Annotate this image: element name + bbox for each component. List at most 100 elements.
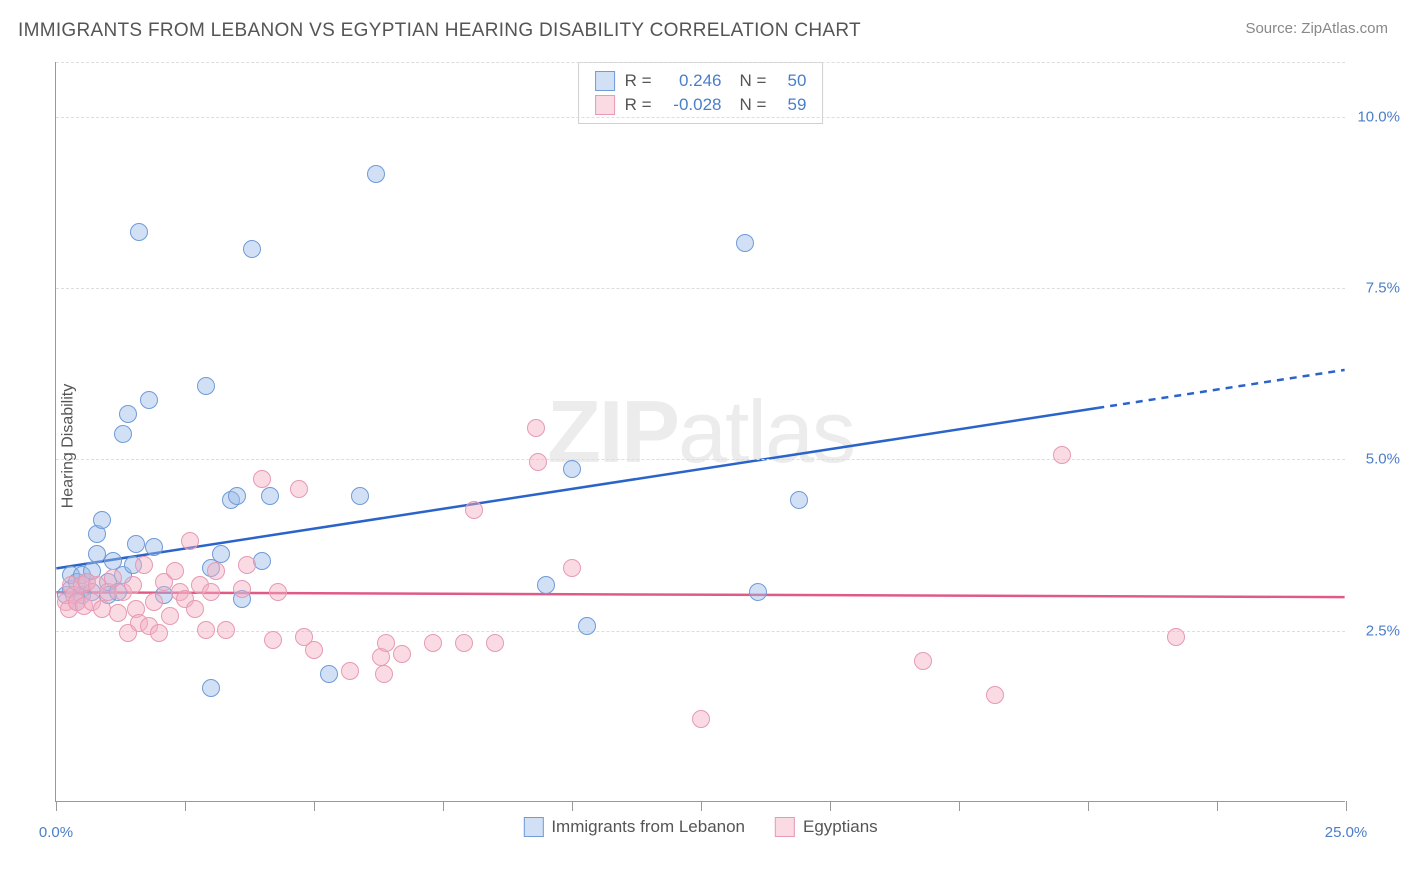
- data-point: [578, 617, 596, 635]
- watermark-light: atlas: [678, 382, 854, 481]
- data-point: [119, 405, 137, 423]
- x-tick: [1088, 801, 1089, 811]
- data-point: [264, 631, 282, 649]
- data-point: [233, 580, 251, 598]
- y-gridline: [56, 62, 1345, 63]
- data-point: [290, 480, 308, 498]
- legend-swatch: [775, 817, 795, 837]
- plot-area: ZIPatlas R =0.246N =50R =-0.028N =59 Imm…: [55, 62, 1345, 802]
- data-point: [207, 562, 225, 580]
- data-point: [140, 391, 158, 409]
- data-point: [305, 641, 323, 659]
- x-tick: [1217, 801, 1218, 811]
- data-point: [424, 634, 442, 652]
- data-point: [1167, 628, 1185, 646]
- trend-lines: [56, 62, 1345, 801]
- stat-n-value: 50: [776, 71, 806, 91]
- data-point: [736, 234, 754, 252]
- data-point: [1053, 446, 1071, 464]
- stat-n-label: N =: [740, 71, 767, 91]
- data-point: [986, 686, 1004, 704]
- stat-n-value: 59: [776, 95, 806, 115]
- stats-legend: R = 0.246 N = 50R = -0.028 N = 59: [578, 62, 824, 124]
- data-point: [537, 576, 555, 594]
- y-tick-label: 7.5%: [1366, 280, 1400, 297]
- x-tick: [443, 801, 444, 811]
- y-tick-label: 5.0%: [1366, 451, 1400, 468]
- x-tick: [314, 801, 315, 811]
- data-point: [181, 532, 199, 550]
- data-point: [563, 559, 581, 577]
- chart-title: IMMIGRANTS FROM LEBANON VS EGYPTIAN HEAR…: [18, 20, 861, 42]
- data-point: [202, 679, 220, 697]
- data-point: [212, 545, 230, 563]
- y-gridline: [56, 117, 1345, 118]
- watermark: ZIPatlas: [547, 381, 854, 483]
- data-point: [197, 621, 215, 639]
- data-point: [367, 165, 385, 183]
- legend-swatch: [523, 817, 543, 837]
- y-tick-label: 10.0%: [1357, 108, 1400, 125]
- data-point: [749, 583, 767, 601]
- stat-r-label: R =: [625, 95, 652, 115]
- y-tick-label: 2.5%: [1366, 622, 1400, 639]
- data-point: [465, 501, 483, 519]
- data-point: [135, 556, 153, 574]
- series-legend: Immigrants from Lebanon Egyptians: [523, 817, 877, 837]
- data-point: [109, 604, 127, 622]
- data-point: [269, 583, 287, 601]
- data-point: [228, 487, 246, 505]
- data-point: [563, 460, 581, 478]
- data-point: [145, 593, 163, 611]
- data-point: [375, 665, 393, 683]
- data-point: [914, 652, 932, 670]
- data-point: [145, 538, 163, 556]
- x-tick: [701, 801, 702, 811]
- legend-item: Egyptians: [775, 817, 878, 837]
- data-point: [243, 240, 261, 258]
- legend-label: Immigrants from Lebanon: [551, 817, 745, 837]
- data-point: [130, 223, 148, 241]
- data-point: [790, 491, 808, 509]
- data-point: [253, 552, 271, 570]
- x-tick: [572, 801, 573, 811]
- data-point: [261, 487, 279, 505]
- data-point: [238, 556, 256, 574]
- data-point: [529, 453, 547, 471]
- stats-legend-row: R = -0.028 N = 59: [595, 93, 807, 117]
- data-point: [455, 634, 473, 652]
- x-tick: [56, 801, 57, 811]
- data-point: [341, 662, 359, 680]
- y-gridline: [56, 459, 1345, 460]
- data-point: [166, 562, 184, 580]
- data-point: [202, 583, 220, 601]
- x-tick: [959, 801, 960, 811]
- data-point: [320, 665, 338, 683]
- legend-item: Immigrants from Lebanon: [523, 817, 745, 837]
- data-point: [114, 425, 132, 443]
- x-tick: [185, 801, 186, 811]
- data-point: [161, 607, 179, 625]
- data-point: [351, 487, 369, 505]
- x-tick: [1346, 801, 1347, 811]
- data-point: [124, 576, 142, 594]
- stat-r-value: -0.028: [662, 95, 722, 115]
- data-point: [486, 634, 504, 652]
- legend-swatch: [595, 95, 615, 115]
- y-gridline: [56, 288, 1345, 289]
- x-tick-label: 25.0%: [1325, 824, 1368, 841]
- x-tick-label: 0.0%: [39, 824, 73, 841]
- data-point: [127, 535, 145, 553]
- source-attribution: Source: ZipAtlas.com: [1245, 20, 1388, 37]
- data-point: [150, 624, 168, 642]
- y-gridline: [56, 631, 1345, 632]
- data-point: [93, 511, 111, 529]
- stat-r-value: 0.246: [662, 71, 722, 91]
- stats-legend-row: R =0.246N =50: [595, 69, 807, 93]
- data-point: [692, 710, 710, 728]
- data-point: [393, 645, 411, 663]
- data-point: [186, 600, 204, 618]
- x-tick: [830, 801, 831, 811]
- stat-n-label: N =: [740, 95, 767, 115]
- data-point: [197, 377, 215, 395]
